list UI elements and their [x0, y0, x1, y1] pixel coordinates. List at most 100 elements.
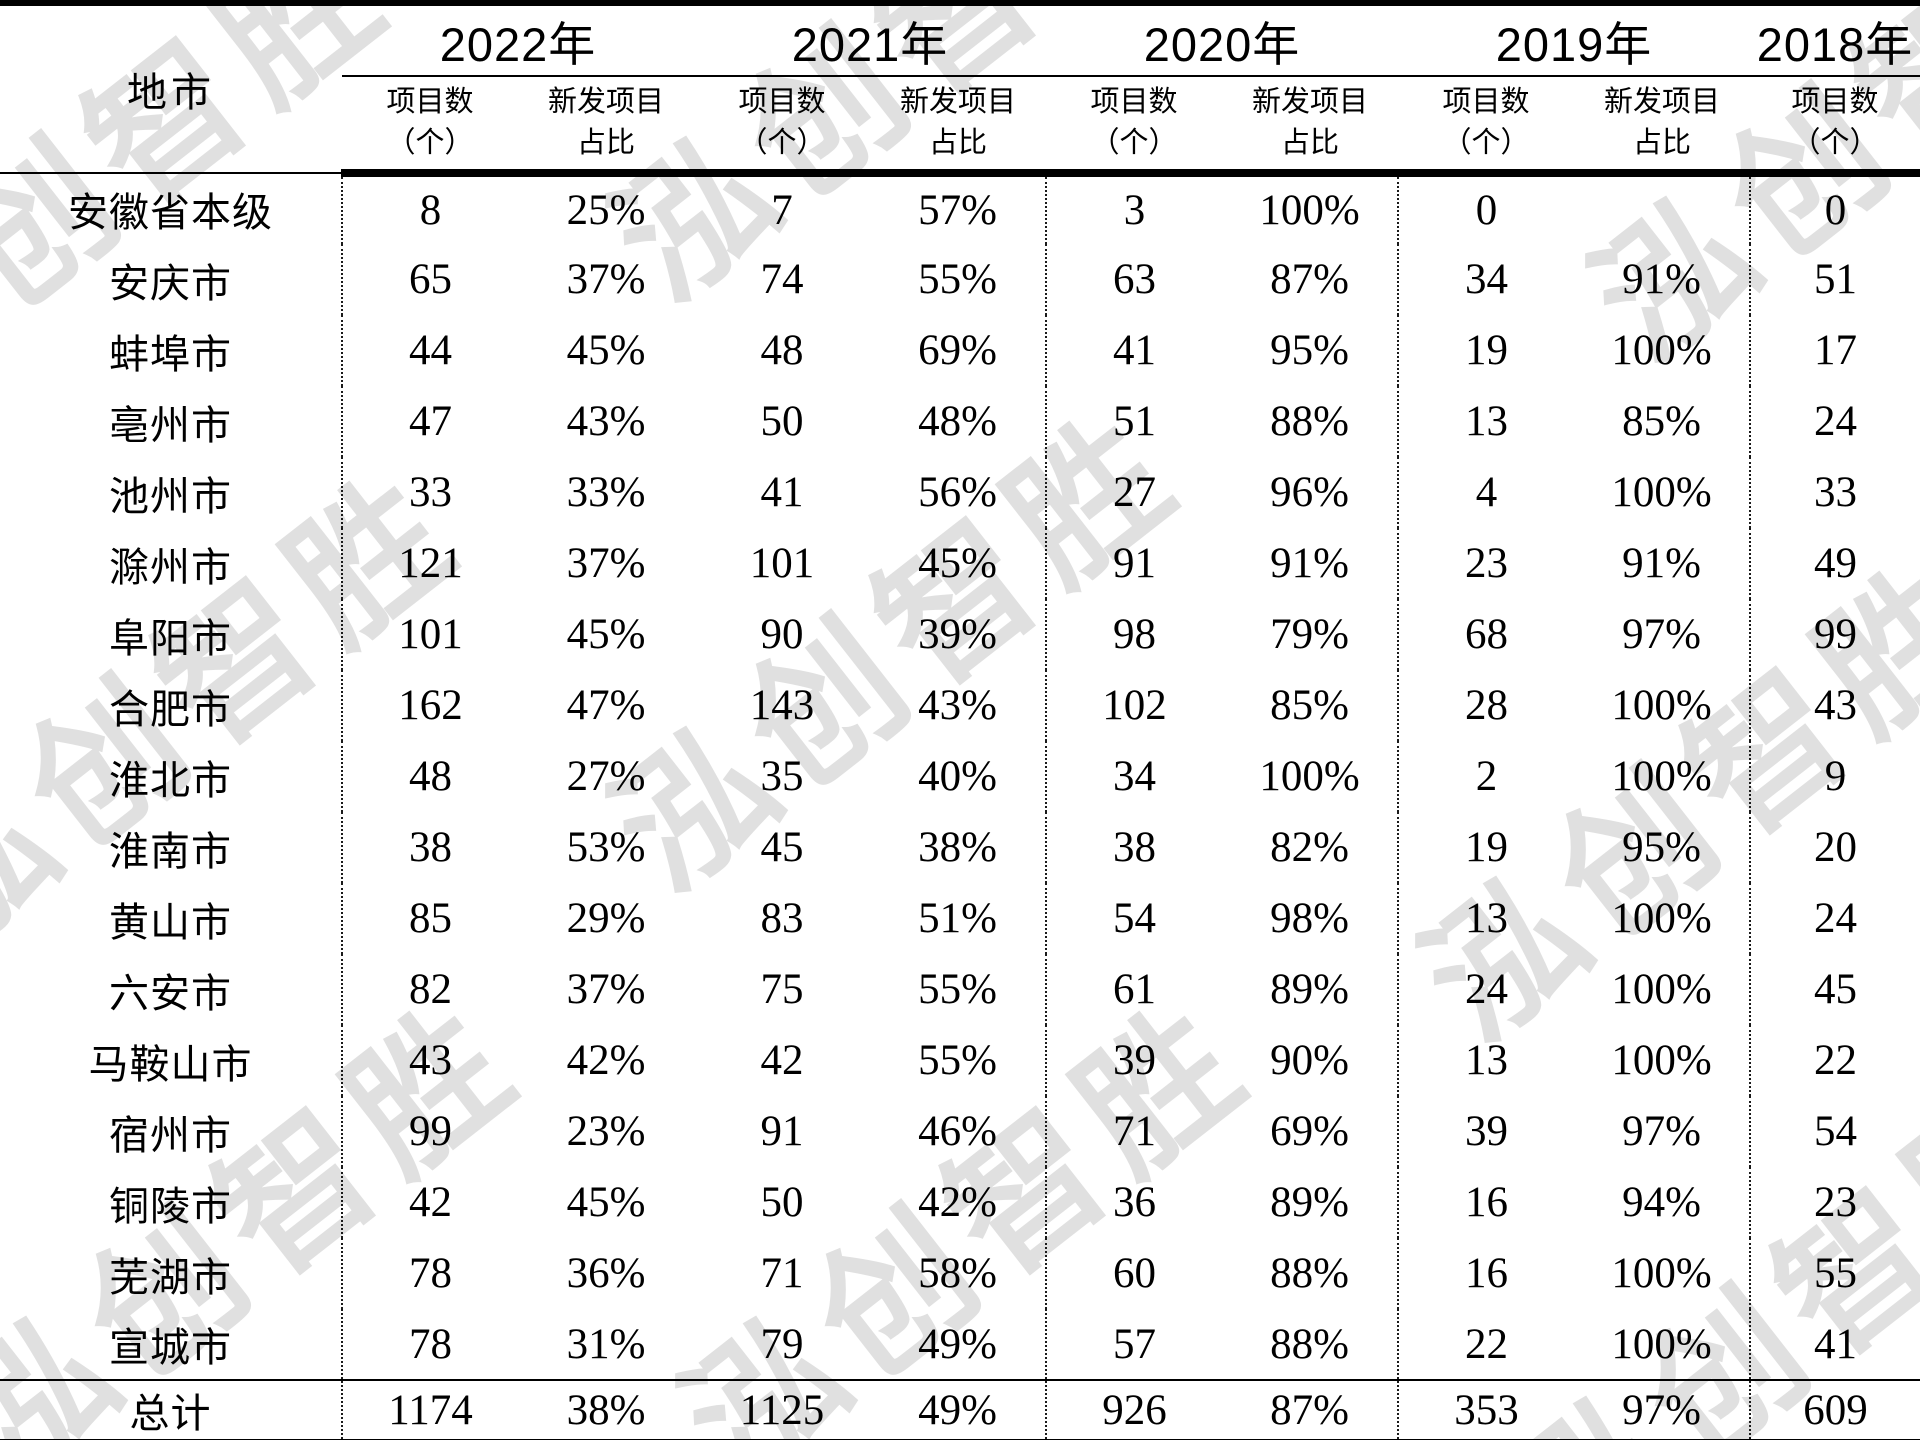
sub-header-cell: 新发项目 占比: [518, 76, 694, 177]
value-cell: 87%: [1270, 256, 1349, 303]
value-cell: 101: [341, 599, 518, 670]
value-cell: 2: [1397, 741, 1574, 812]
value-cell: 71: [760, 1250, 804, 1297]
value-cell: 4: [1397, 457, 1574, 528]
value-cell: 38%: [518, 1379, 694, 1440]
value-cell: 31%: [566, 1320, 646, 1368]
value-cell: 0: [1749, 173, 1920, 244]
value-cell: 20: [1749, 812, 1920, 883]
value-cell: 48: [760, 327, 804, 374]
sub-header-row: 项目数 （个） 新发项目 占比 项目数 （个） 新发项目 占比 项目数 （个） 新发项目 …: [0, 76, 1920, 177]
value-cell: 101: [749, 540, 815, 587]
value-cell: 91: [760, 1108, 804, 1155]
value-cell: 609: [1749, 1379, 1920, 1440]
value-cell: 87%: [1222, 1379, 1398, 1440]
value-cell: 95%: [1270, 327, 1349, 374]
value-cell: 38: [341, 812, 518, 883]
total-row: 总计 1174 38% 1125 49% 926 87% 353 97% 609: [0, 1379, 1920, 1440]
value-cell: 23: [1749, 1167, 1920, 1238]
value-cell: 97%: [1622, 1108, 1701, 1155]
value-cell: 69%: [918, 327, 997, 374]
value-cell: 49%: [870, 1379, 1046, 1440]
table-row: 滁州市 121 37% 101 45% 91 91% 23 91% 49: [0, 528, 1920, 599]
value-cell: 45%: [566, 611, 646, 658]
value-cell: 19: [1397, 315, 1574, 386]
value-cell: 33: [341, 457, 518, 528]
value-cell: 85%: [1270, 682, 1349, 729]
value-cell: 90: [760, 611, 804, 658]
value-cell: 1174: [341, 1379, 518, 1440]
value-cell: 23%: [566, 1108, 646, 1155]
value-cell: 100%: [1611, 1037, 1712, 1084]
value-cell: 65: [341, 244, 518, 315]
value-cell: 35: [760, 753, 804, 800]
value-cell: 102: [1045, 670, 1222, 741]
value-cell: 39: [1045, 1025, 1222, 1096]
city-label: 安庆市: [109, 260, 232, 306]
value-cell: 16: [1397, 1167, 1574, 1238]
value-cell: 43: [341, 1025, 518, 1096]
value-cell: 89%: [1270, 1179, 1349, 1226]
table-row: 马鞍山市 43 42% 42 55% 39 90% 13 100% 22: [0, 1025, 1920, 1096]
value-cell: 100%: [1611, 1320, 1712, 1368]
sub-header-cell: 项目数 （个）: [1046, 76, 1222, 177]
value-cell: 100%: [1611, 682, 1712, 729]
table-row: 安庆市 65 37% 74 55% 63 87% 34 91% 51: [0, 244, 1920, 315]
year-header-2019年: 2019年: [1398, 0, 1750, 77]
table-row: 黄山市 85 29% 83 51% 54 98% 13 100% 24: [0, 883, 1920, 954]
value-cell: 36: [1045, 1167, 1222, 1238]
value-cell: [1574, 173, 1750, 244]
city-label: 蚌埠市: [109, 331, 232, 377]
value-cell: 51%: [918, 895, 997, 942]
value-cell: 40%: [918, 753, 997, 800]
value-cell: 45%: [566, 327, 646, 374]
value-cell: 100%: [1259, 187, 1360, 234]
value-cell: 45: [1749, 954, 1920, 1025]
value-cell: 55%: [918, 966, 997, 1013]
sub-header-cell: 新发项目 占比: [1574, 76, 1750, 177]
value-cell: 61: [1045, 954, 1222, 1025]
year-header-2021年: 2021年: [694, 0, 1046, 77]
table-row: 宣城市 78 31% 79 49% 57 88% 22 100% 41: [0, 1309, 1920, 1380]
value-cell: 29%: [566, 895, 646, 942]
value-cell: 33: [1749, 457, 1920, 528]
value-cell: 22: [1397, 1309, 1574, 1380]
value-cell: 85%: [1622, 398, 1701, 445]
value-cell: 34: [1045, 741, 1222, 812]
value-cell: 1125: [694, 1379, 870, 1440]
year-header-2018年: 2018年: [1750, 0, 1920, 77]
value-cell: 41: [1045, 315, 1222, 386]
city-label: 淮南市: [109, 828, 232, 874]
value-cell: 78: [341, 1309, 518, 1380]
value-cell: 69%: [1270, 1108, 1349, 1155]
value-cell: 36%: [566, 1250, 646, 1297]
value-cell: 100%: [1611, 327, 1712, 374]
value-cell: 28: [1397, 670, 1574, 741]
table-body: 安徽省本级 8 25% 7 57% 3 100% 0 0 安庆市 65 37% 74 55% 63 87% 34…: [0, 173, 1920, 1380]
value-cell: 48%: [918, 398, 997, 445]
value-cell: 34: [1397, 244, 1574, 315]
value-cell: 98%: [1270, 895, 1349, 942]
value-cell: 58%: [918, 1250, 997, 1297]
value-cell: 54: [1749, 1096, 1920, 1167]
value-cell: 0: [1397, 173, 1574, 244]
table-row: 安徽省本级 8 25% 7 57% 3 100% 0 0: [0, 173, 1920, 244]
value-cell: 60: [1045, 1238, 1222, 1309]
value-cell: 91: [1045, 528, 1222, 599]
value-cell: 74: [760, 256, 804, 303]
sub-header-cell: 项目数 （个）: [342, 76, 518, 177]
value-cell: 41: [1749, 1309, 1920, 1380]
value-cell: 23: [1397, 528, 1574, 599]
table-header: 地市 2022年 2021年 2020年 2019年 2018年 项目数 （个） 新发项目…: [0, 0, 1920, 177]
value-cell: 24: [1397, 954, 1574, 1025]
table-row: 阜阳市 101 45% 90 39% 98 79% 68 97% 99: [0, 599, 1920, 670]
value-cell: 100%: [1611, 1250, 1712, 1297]
value-cell: 45: [760, 824, 804, 871]
value-cell: 91%: [1622, 540, 1701, 587]
city-label: 宿州市: [109, 1112, 232, 1158]
value-cell: 353: [1397, 1379, 1574, 1440]
sub-header-cell: 项目数 （个）: [1398, 76, 1574, 177]
value-cell: 45%: [566, 1179, 646, 1226]
city-label: 安徽省本级: [68, 190, 273, 235]
